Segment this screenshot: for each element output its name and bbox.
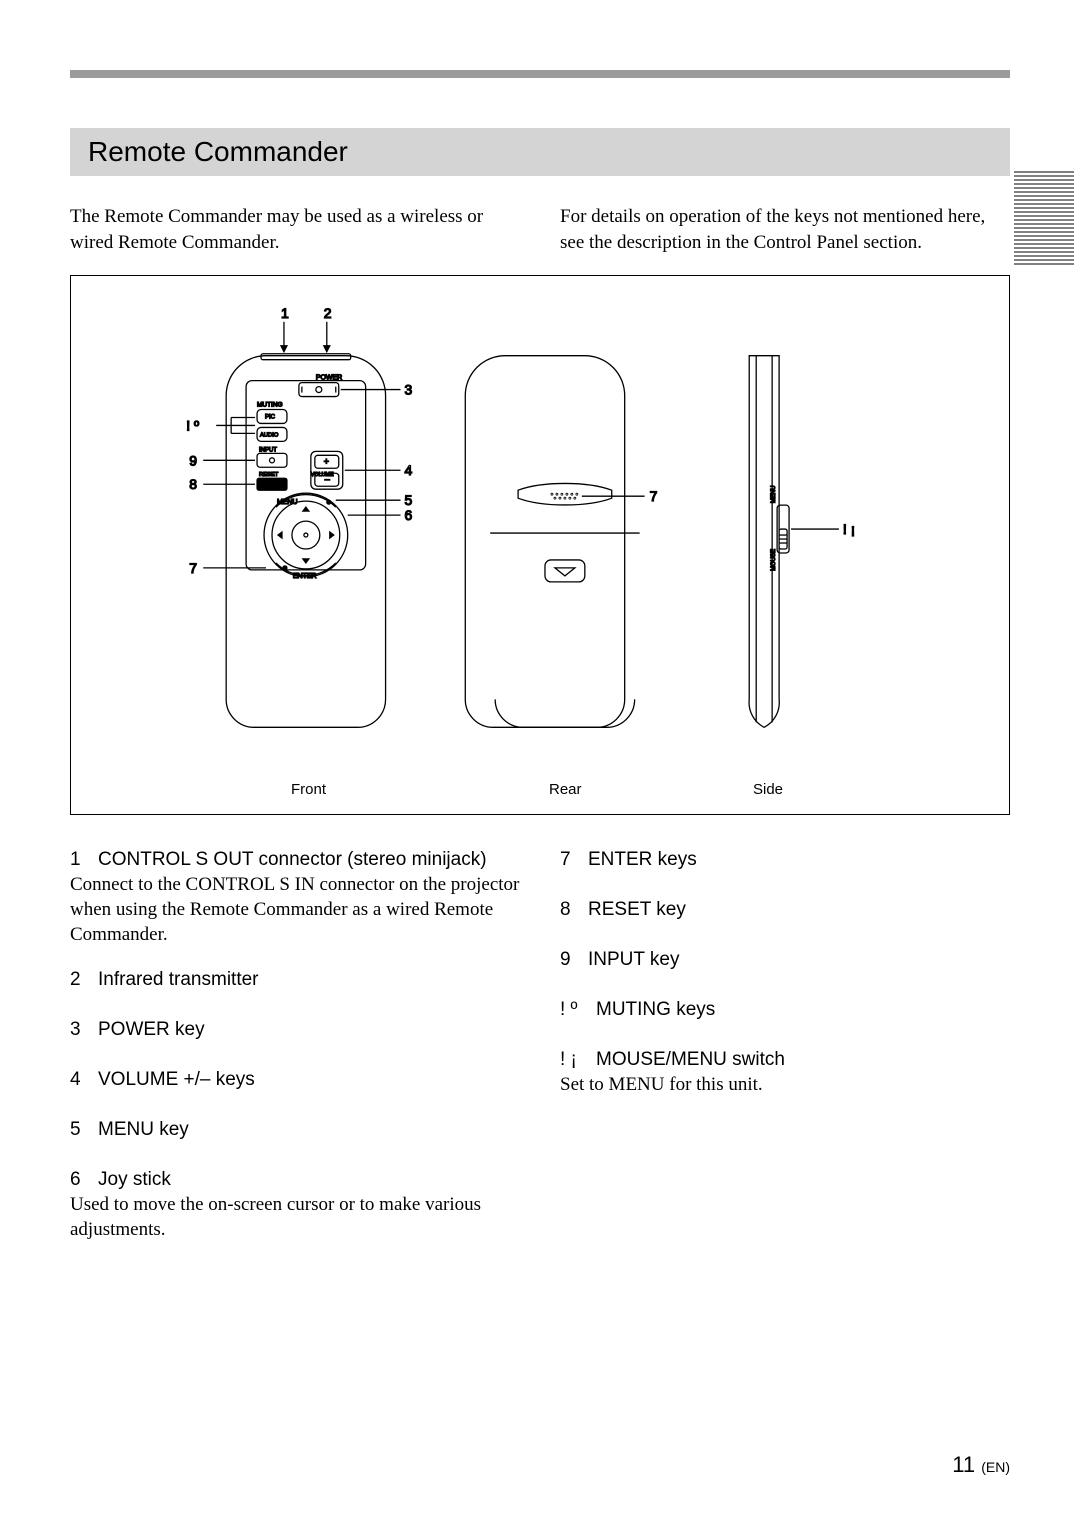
svg-text:1: 1 <box>281 305 289 321</box>
item-8-head: 8 RESET key <box>560 899 1010 921</box>
svg-text:3: 3 <box>405 382 413 398</box>
top-rule <box>70 70 1010 78</box>
svg-text:AUDIO: AUDIO <box>260 433 279 439</box>
item-9-head: 9 INPUT key <box>560 949 1010 971</box>
item-5-head: 5 MENU key <box>70 1119 520 1141</box>
item-11-head: ! ¡ MOUSE/MENU switch <box>560 1049 1010 1071</box>
svg-text:MENU: MENU <box>277 499 298 506</box>
caption-side: Side <box>753 781 783 798</box>
item-6-head: 6 Joy stick <box>70 1169 520 1191</box>
remote-diagram: POWER MUTING PIC AUDIO INPUT RESET <box>70 275 1010 815</box>
item-7-head: 7 ENTER keys <box>560 849 1010 871</box>
svg-text:4: 4 <box>405 463 413 479</box>
remote-side: MENU MOUSE ! ¡ <box>749 356 855 728</box>
item-1-head: 1 CONTROL S OUT connector (stereo minija… <box>70 849 520 871</box>
item-10-head: ! º MUTING keys <box>560 999 1010 1021</box>
intro-right: For details on operation of the keys not… <box>560 204 1010 255</box>
svg-text:+: + <box>324 457 329 467</box>
svg-text:POWER: POWER <box>316 375 342 382</box>
item-4-head: 4 VOLUME +/– keys <box>70 1069 520 1091</box>
item-3-head: 3 POWER key <box>70 1019 520 1041</box>
description-columns: 1 CONTROL S OUT connector (stereo minija… <box>70 849 1010 1264</box>
svg-text:MUTING: MUTING <box>257 402 283 409</box>
svg-text:MENU: MENU <box>771 486 777 504</box>
svg-text:7: 7 <box>189 560 197 576</box>
svg-text:–: – <box>325 475 330 485</box>
caption-rear: Rear <box>549 781 582 798</box>
item-11-body: Set to MENU for this unit. <box>560 1073 1010 1098</box>
item-1-body: Connect to the CONTROL S IN connector on… <box>70 873 520 947</box>
left-column: 1 CONTROL S OUT connector (stereo minija… <box>70 849 520 1264</box>
remote-svg: POWER MUTING PIC AUDIO INPUT RESET <box>71 276 1009 814</box>
intro-left: The Remote Commander may be used as a wi… <box>70 204 520 255</box>
svg-text:PIC: PIC <box>265 415 276 421</box>
svg-text:2: 2 <box>324 305 332 321</box>
intro-row: The Remote Commander may be used as a wi… <box>70 204 1010 255</box>
item-6-body: Used to move the on-screen cursor or to … <box>70 1193 520 1242</box>
side-stripe-ornament <box>1014 170 1074 268</box>
svg-text:ENTER: ENTER <box>293 573 317 580</box>
svg-text:MOUSE: MOUSE <box>771 549 777 571</box>
section-title: Remote Commander <box>70 128 1010 176</box>
caption-front: Front <box>291 781 326 798</box>
svg-text:7: 7 <box>650 488 658 504</box>
svg-text:8: 8 <box>189 476 197 492</box>
svg-text:5: 5 <box>405 492 413 508</box>
item-2-head: 2 Infrared transmitter <box>70 969 520 991</box>
page-number: 11 (EN) <box>952 1452 1010 1478</box>
svg-text:RESET: RESET <box>259 473 279 479</box>
svg-text:! º: ! º <box>186 418 199 434</box>
svg-text:6: 6 <box>405 507 413 523</box>
svg-text:! ¡: ! ¡ <box>843 521 855 537</box>
right-column: 7 ENTER keys 8 RESET key 9 INPUT key ! º… <box>560 849 1010 1264</box>
svg-text:9: 9 <box>189 453 197 469</box>
remote-rear: 7 <box>465 356 657 728</box>
svg-text:INPUT: INPUT <box>259 448 277 454</box>
remote-front: POWER MUTING PIC AUDIO INPUT RESET <box>186 305 412 727</box>
